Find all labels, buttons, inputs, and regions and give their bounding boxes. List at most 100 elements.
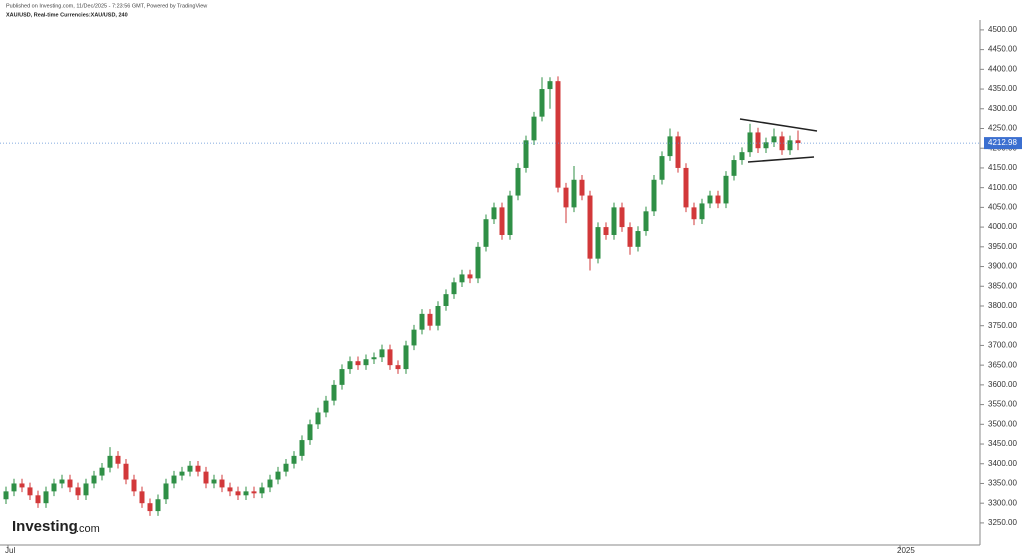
candle-body	[643, 211, 649, 232]
current-price-label: 4212.98	[988, 138, 1017, 147]
y-tick-label: 4000.00	[988, 222, 1017, 231]
candle-body	[731, 160, 737, 176]
candle-body	[11, 483, 17, 492]
trendline-upper	[739, 118, 818, 132]
candle-body	[243, 491, 249, 496]
y-tick-label: 3400.00	[988, 459, 1017, 468]
candle-body	[75, 487, 81, 496]
candle-body	[651, 179, 657, 212]
candle-body	[435, 305, 441, 326]
candle-body	[667, 136, 673, 157]
candle-body	[131, 479, 137, 492]
candle-body	[139, 491, 145, 504]
logo-brand: Investing	[12, 518, 78, 535]
candle-body	[683, 167, 689, 208]
current-price-box	[984, 137, 1022, 150]
candle-body	[219, 479, 225, 488]
candle-body	[771, 136, 777, 143]
candle-body	[171, 475, 177, 484]
y-tick-label: 3950.00	[988, 242, 1017, 251]
y-tick-label: 3250.00	[988, 518, 1017, 527]
y-tick-label: 4300.00	[988, 104, 1017, 113]
candle-body	[67, 479, 73, 488]
candle-body	[355, 361, 361, 366]
y-tick-label: 4250.00	[988, 124, 1017, 133]
candle-body	[227, 487, 233, 492]
candle-body	[19, 483, 25, 488]
candle-body	[579, 179, 585, 196]
y-tick-label: 3900.00	[988, 262, 1017, 271]
candle-body	[443, 294, 449, 306]
x-tick-label: 2025	[897, 546, 915, 555]
candle-body	[235, 491, 241, 496]
candle-body	[587, 195, 593, 259]
y-tick-label: 3650.00	[988, 360, 1017, 369]
candle-body	[35, 495, 41, 504]
candle-body	[51, 483, 57, 492]
candle-body	[747, 132, 753, 153]
candle-body	[195, 465, 201, 472]
candle-body	[675, 136, 681, 168]
candle-body	[627, 227, 633, 247]
candle-body	[659, 156, 665, 180]
candle-body	[275, 471, 281, 480]
candle-body	[299, 440, 305, 456]
candle-body	[555, 81, 561, 188]
published-note: Published on Investing.com, 11/Dec/2025 …	[6, 3, 207, 9]
candle-body	[571, 179, 577, 208]
candle-body	[515, 167, 521, 196]
y-tick-label: 3450.00	[988, 439, 1017, 448]
candle-body	[147, 503, 153, 512]
candle-body	[331, 384, 337, 401]
candle-body	[419, 313, 425, 330]
y-tick-label: 3300.00	[988, 498, 1017, 507]
y-tick-label: 4450.00	[988, 45, 1017, 54]
candle-body	[91, 475, 97, 484]
candle-body	[787, 140, 793, 151]
candle-body	[403, 345, 409, 370]
candle-body	[99, 467, 105, 476]
candle-body	[347, 361, 353, 370]
candle-body	[371, 357, 377, 360]
candle-body	[363, 359, 369, 366]
candle-body	[499, 207, 505, 235]
candle-body	[483, 219, 489, 247]
candle-body	[459, 274, 465, 283]
candle-body	[211, 479, 217, 484]
candle-body	[83, 483, 89, 496]
candle-body	[691, 207, 697, 220]
candle-body	[323, 400, 329, 413]
candle-body	[203, 471, 209, 484]
candle-body	[563, 187, 569, 208]
candle-body	[267, 479, 273, 488]
candle-body	[155, 499, 161, 512]
candle-body	[115, 455, 121, 464]
y-tick-label: 3500.00	[988, 419, 1017, 428]
candle-body	[387, 349, 393, 366]
candle-body	[315, 412, 321, 425]
candle-body	[595, 227, 601, 259]
y-tick-label: 4500.00	[988, 25, 1017, 34]
candle-body	[395, 365, 401, 370]
y-tick-label: 3750.00	[988, 321, 1017, 330]
candle-body	[251, 491, 257, 494]
candle-body	[259, 487, 265, 494]
candle-body	[779, 136, 785, 151]
y-tick-label: 3350.00	[988, 479, 1017, 488]
candle-body	[339, 369, 345, 385]
candle-body	[59, 479, 65, 484]
candle-body	[699, 203, 705, 220]
candle-body	[539, 89, 545, 117]
candle-body	[763, 142, 769, 149]
candle-body	[547, 81, 553, 90]
candle-body	[291, 455, 297, 464]
y-tick-label: 3800.00	[988, 301, 1017, 310]
candle-body	[715, 195, 721, 204]
y-tick-label: 3550.00	[988, 400, 1017, 409]
candle-body	[523, 140, 529, 168]
candle-body	[507, 195, 513, 235]
y-tick-label: 3600.00	[988, 380, 1017, 389]
candle-body	[611, 207, 617, 235]
y-tick-label: 3850.00	[988, 281, 1017, 290]
